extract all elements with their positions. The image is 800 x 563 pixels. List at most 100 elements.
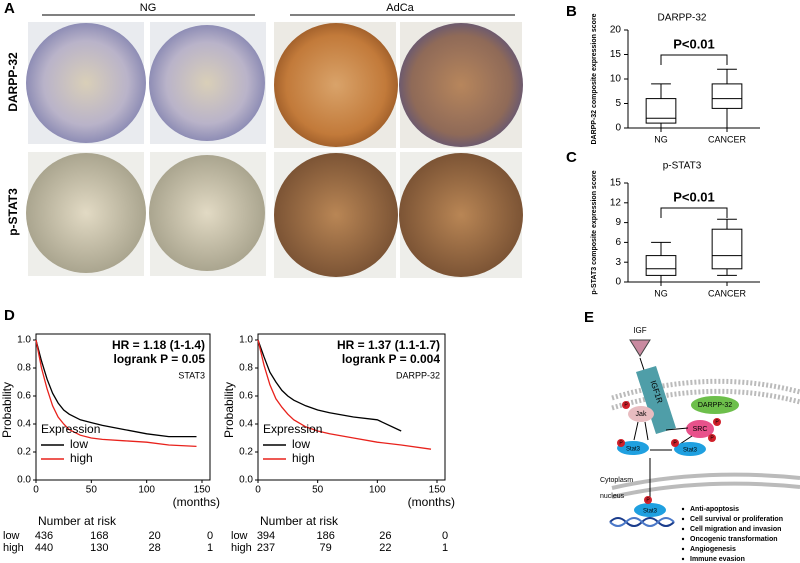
y-tick-label: 0 <box>615 277 621 288</box>
y-axis-label: Probability <box>222 382 236 438</box>
panel-label: B <box>566 3 577 20</box>
risk-value: 186 <box>316 530 334 542</box>
x-tick-label: 150 <box>429 485 446 496</box>
risk-row-label: low <box>3 530 20 542</box>
bullet <box>681 557 685 561</box>
stat3 <box>634 503 666 517</box>
panel-a: NG AdCa DARPP-32 p-STAT3 <box>6 2 523 278</box>
x-axis-label: (months) <box>408 495 455 509</box>
y-axis-label: p-STAT3 composite expression score <box>591 170 598 294</box>
tissue-core <box>274 153 398 277</box>
significance-bracket <box>660 54 728 65</box>
panel-label: D <box>4 307 15 324</box>
annotation: logrank P = 0.004 <box>342 352 440 366</box>
survival-curve <box>35 339 197 438</box>
bullet <box>681 517 685 521</box>
bullet <box>681 537 685 541</box>
stat3-label: Stat3 <box>643 509 658 515</box>
risk-value: 237 <box>257 542 275 554</box>
risk-value: 22 <box>379 542 391 554</box>
y-axis-label: DARPP-32 composite expression score <box>591 13 598 144</box>
x-tick-label: NG <box>654 288 668 298</box>
ligand-shape <box>629 339 651 357</box>
annotation: P<0.01 <box>673 189 715 204</box>
risk-value: 0 <box>207 530 213 542</box>
y-tick-label: 0.2 <box>239 447 253 458</box>
x-tick-label: CANCER <box>708 288 747 298</box>
tissue-core <box>26 153 146 273</box>
y-tick-label: 0.4 <box>17 419 31 430</box>
x-tick-label: 0 <box>33 485 39 496</box>
x-tick-label: 100 <box>138 485 155 496</box>
phospho <box>713 418 721 426</box>
phospho <box>617 439 625 447</box>
survival-curve <box>257 339 402 432</box>
bullet <box>681 507 685 511</box>
y-tick-label: 1.0 <box>17 335 31 346</box>
phospho <box>622 401 630 409</box>
phospho-label: P <box>646 497 650 503</box>
risk-value: 26 <box>379 530 391 542</box>
tissue-core <box>274 23 398 147</box>
protein-label: DARPP-32 <box>698 402 732 409</box>
y-tick-label: 12 <box>610 197 622 208</box>
y-tick-label: 5 <box>615 98 621 109</box>
bullet <box>681 547 685 551</box>
y-tick-label: 0.8 <box>239 363 253 374</box>
survival-curve <box>257 339 432 450</box>
panel-e: IGF IGF1R DARPP-32 Jak SRC Stat3 Stat3 S… <box>600 326 800 563</box>
x-tick-label: NG <box>654 134 668 144</box>
y-tick-label: 1.0 <box>239 335 253 346</box>
x-axis-label: (months) <box>173 495 220 509</box>
outcome-list: Anti-apoptosis Cell survival or prolifera… <box>681 506 783 563</box>
y-tick-label: 0.8 <box>17 363 31 374</box>
x-tick-label: 0 <box>255 485 261 496</box>
phospho-label: P <box>619 440 623 446</box>
annotation: DARPP-32 <box>396 370 440 380</box>
protein <box>628 406 654 422</box>
legend-label: high <box>70 451 93 465</box>
legend-title: Expression <box>263 422 322 436</box>
cell-membrane <box>611 378 800 401</box>
compartment-label: Cytoplasm <box>600 477 633 484</box>
y-tick-label: 15 <box>610 178 622 189</box>
nuclear-membrane <box>611 481 800 499</box>
protein <box>686 420 714 438</box>
significance-bracket <box>660 207 728 218</box>
risk-value: 1 <box>442 542 448 554</box>
tissue-core <box>26 23 146 143</box>
legend-label: high <box>292 451 315 465</box>
stat3-label: Stat3 <box>683 448 698 454</box>
x-tick-label: 50 <box>86 485 98 496</box>
y-tick-label: 3 <box>615 257 621 268</box>
arrow <box>644 421 649 441</box>
annotation: STAT3 <box>178 370 205 380</box>
risk-value: 1 <box>207 542 213 554</box>
y-tick-label: 0.6 <box>17 391 31 402</box>
stat3-label: Stat3 <box>626 447 641 453</box>
survival-curve <box>35 339 197 448</box>
row-label: DARPP-32 <box>6 52 20 112</box>
risk-value: 0 <box>442 530 448 542</box>
phospho-label: P <box>710 435 714 441</box>
x-tick-label: 100 <box>369 485 386 496</box>
chart-title: p-STAT3 <box>663 161 702 172</box>
x-tick-label: 150 <box>194 485 211 496</box>
arrow <box>633 421 639 441</box>
risk-value: 440 <box>35 542 53 554</box>
x-tick-label: 50 <box>312 485 324 496</box>
cell-membrane <box>611 388 800 411</box>
receptor-shape <box>636 366 676 434</box>
outcome: Oncogenic transformation <box>690 536 778 543</box>
outcome: Immune evasion <box>690 556 745 563</box>
tissue-core <box>149 25 265 141</box>
phospho <box>644 496 652 504</box>
risk-title: Number at risk <box>260 514 339 528</box>
box <box>645 98 677 124</box>
arrow <box>665 427 689 431</box>
y-axis-label: Probability <box>0 382 14 438</box>
risk-value: 20 <box>149 530 161 542</box>
nuclear-membrane <box>611 472 800 490</box>
bullet <box>681 527 685 531</box>
risk-title: Number at risk <box>38 514 117 528</box>
